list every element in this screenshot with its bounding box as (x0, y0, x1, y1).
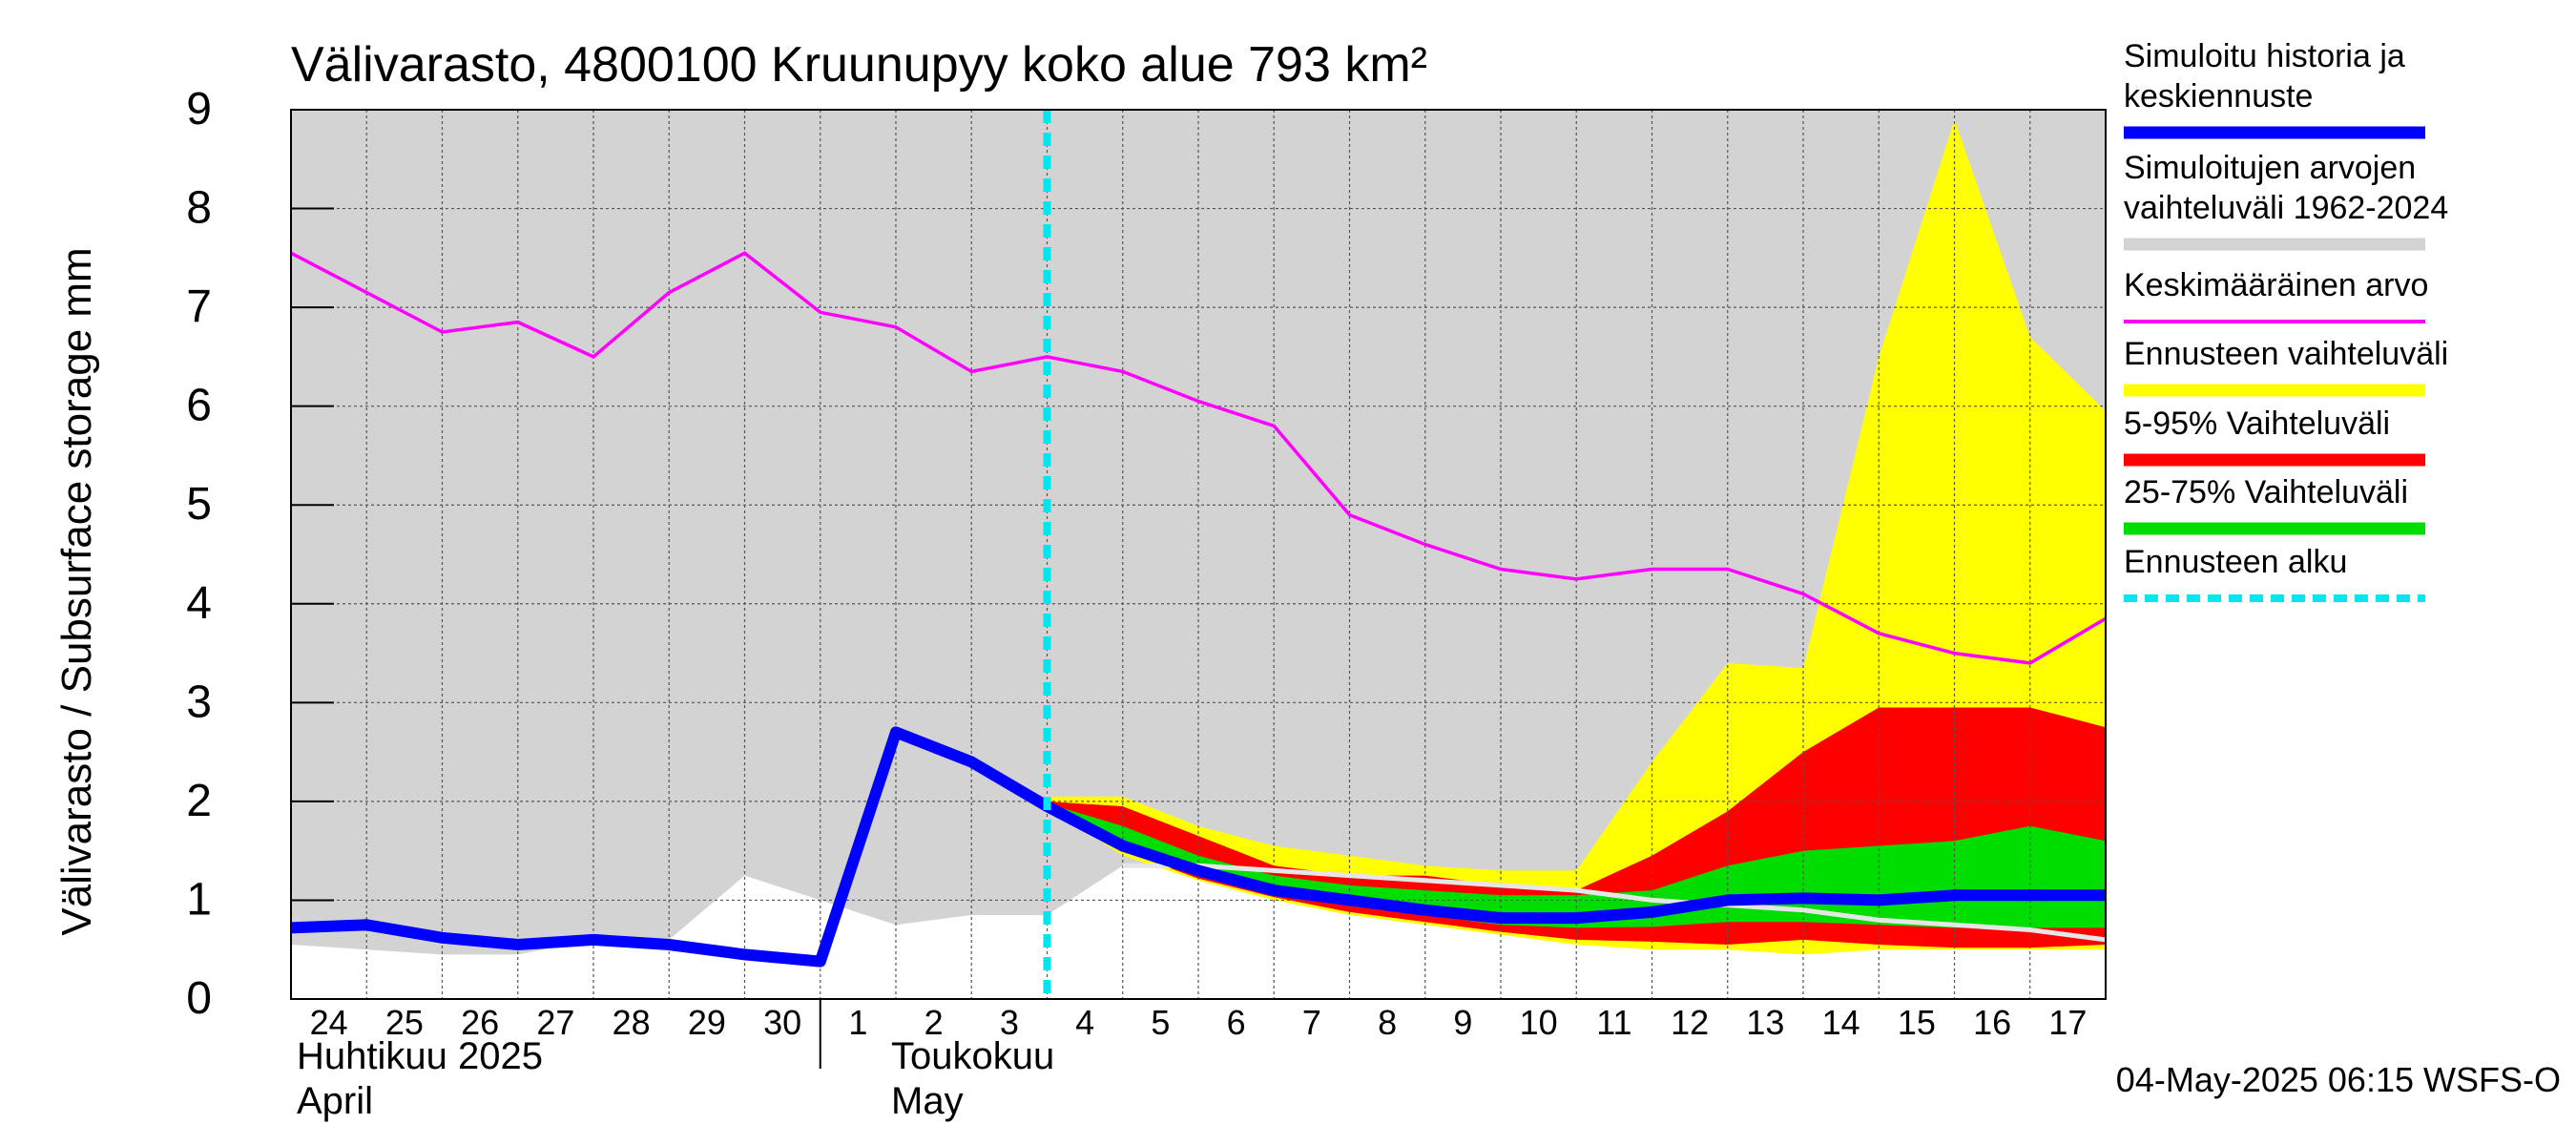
x-tick-label: 30 (763, 1003, 801, 1042)
legend-label: Ennusteen vaihteluväli (2124, 336, 2448, 372)
legend: Simuloitu historia ja keskiennuste Simuloi… (2124, 38, 2448, 602)
x-tick-label: 3 (1000, 1003, 1019, 1042)
legend-label: Simuloitu historia ja (2124, 38, 2405, 74)
y-tick-label: 5 (186, 479, 212, 530)
month-label-fi: Toukokuu (891, 1035, 1054, 1077)
x-tick-label: 28 (613, 1003, 651, 1042)
x-tick-label: 6 (1227, 1003, 1246, 1042)
legend-label: 5-95% Vaihteluväli (2124, 406, 2390, 442)
x-tick-label: 15 (1898, 1003, 1936, 1042)
y-tick-label: 1 (186, 874, 212, 925)
legend-label: Simuloitujen arvojen (2124, 150, 2416, 186)
mean-value-line (290, 251, 2107, 665)
legend-label: 25-75% Vaihteluväli (2124, 474, 2408, 510)
x-tick-label: 12 (1671, 1003, 1709, 1042)
historical-range-band (291, 110, 2106, 955)
x-tick-label: 8 (1378, 1003, 1397, 1042)
x-tick-label: 9 (1453, 1003, 1472, 1042)
x-tick-label: 27 (536, 1003, 574, 1042)
x-tick-label: 1 (848, 1003, 867, 1042)
y-tick-label: 2 (186, 776, 212, 826)
footer-timestamp: 04-May-2025 06:15 WSFS-O (2116, 1060, 2561, 1099)
x-tick-label: 17 (2048, 1003, 2087, 1042)
historical-upper-reference-line (1122, 863, 2107, 943)
x-tick-label: 26 (461, 1003, 499, 1042)
x-tick-label: 5 (1151, 1003, 1170, 1042)
legend-label: Keskimääräinen arvo (2124, 267, 2428, 303)
legend-label: Ennusteen alku (2124, 544, 2347, 580)
month-label-fi: Huhtikuu 2025 (297, 1035, 543, 1077)
y-tick-label: 6 (186, 381, 212, 431)
x-tick-label: 14 (1822, 1003, 1860, 1042)
y-tick-label: 4 (186, 578, 212, 629)
month-label-en: April (297, 1080, 373, 1122)
x-tick-label: 24 (310, 1003, 348, 1042)
x-tick-label: 16 (1973, 1003, 2011, 1042)
legend-label: keskiennuste (2124, 78, 2313, 114)
y-tick-label: 0 (186, 973, 212, 1024)
x-tick-label: 2 (924, 1003, 944, 1042)
x-tick-label: 25 (385, 1003, 424, 1042)
y-tick-label: 7 (186, 281, 212, 332)
plot-frame (290, 109, 2107, 1000)
x-tick-label: 4 (1075, 1003, 1094, 1042)
month-label-en: May (891, 1080, 964, 1122)
legend-label: vaihteluväli 1962-2024 (2124, 190, 2448, 226)
x-tick-label: 13 (1746, 1003, 1784, 1042)
plot-area (290, 110, 2107, 999)
x-tick-label: 10 (1520, 1003, 1558, 1042)
y-axis-label: Välivarasto / Subsurface storage mm (53, 247, 100, 935)
simulated-history-line (290, 726, 2106, 968)
y-tick-label: 9 (186, 84, 212, 135)
chart-title: Välivarasto, 4800100 Kruunupyy koko alue… (291, 37, 1427, 93)
x-tick-label: 11 (1596, 1003, 1631, 1042)
y-tick-label: 3 (186, 677, 212, 727)
x-tick-label: 7 (1302, 1003, 1321, 1042)
y-tick-label: 8 (186, 183, 212, 234)
x-tick-label: 29 (688, 1003, 726, 1042)
